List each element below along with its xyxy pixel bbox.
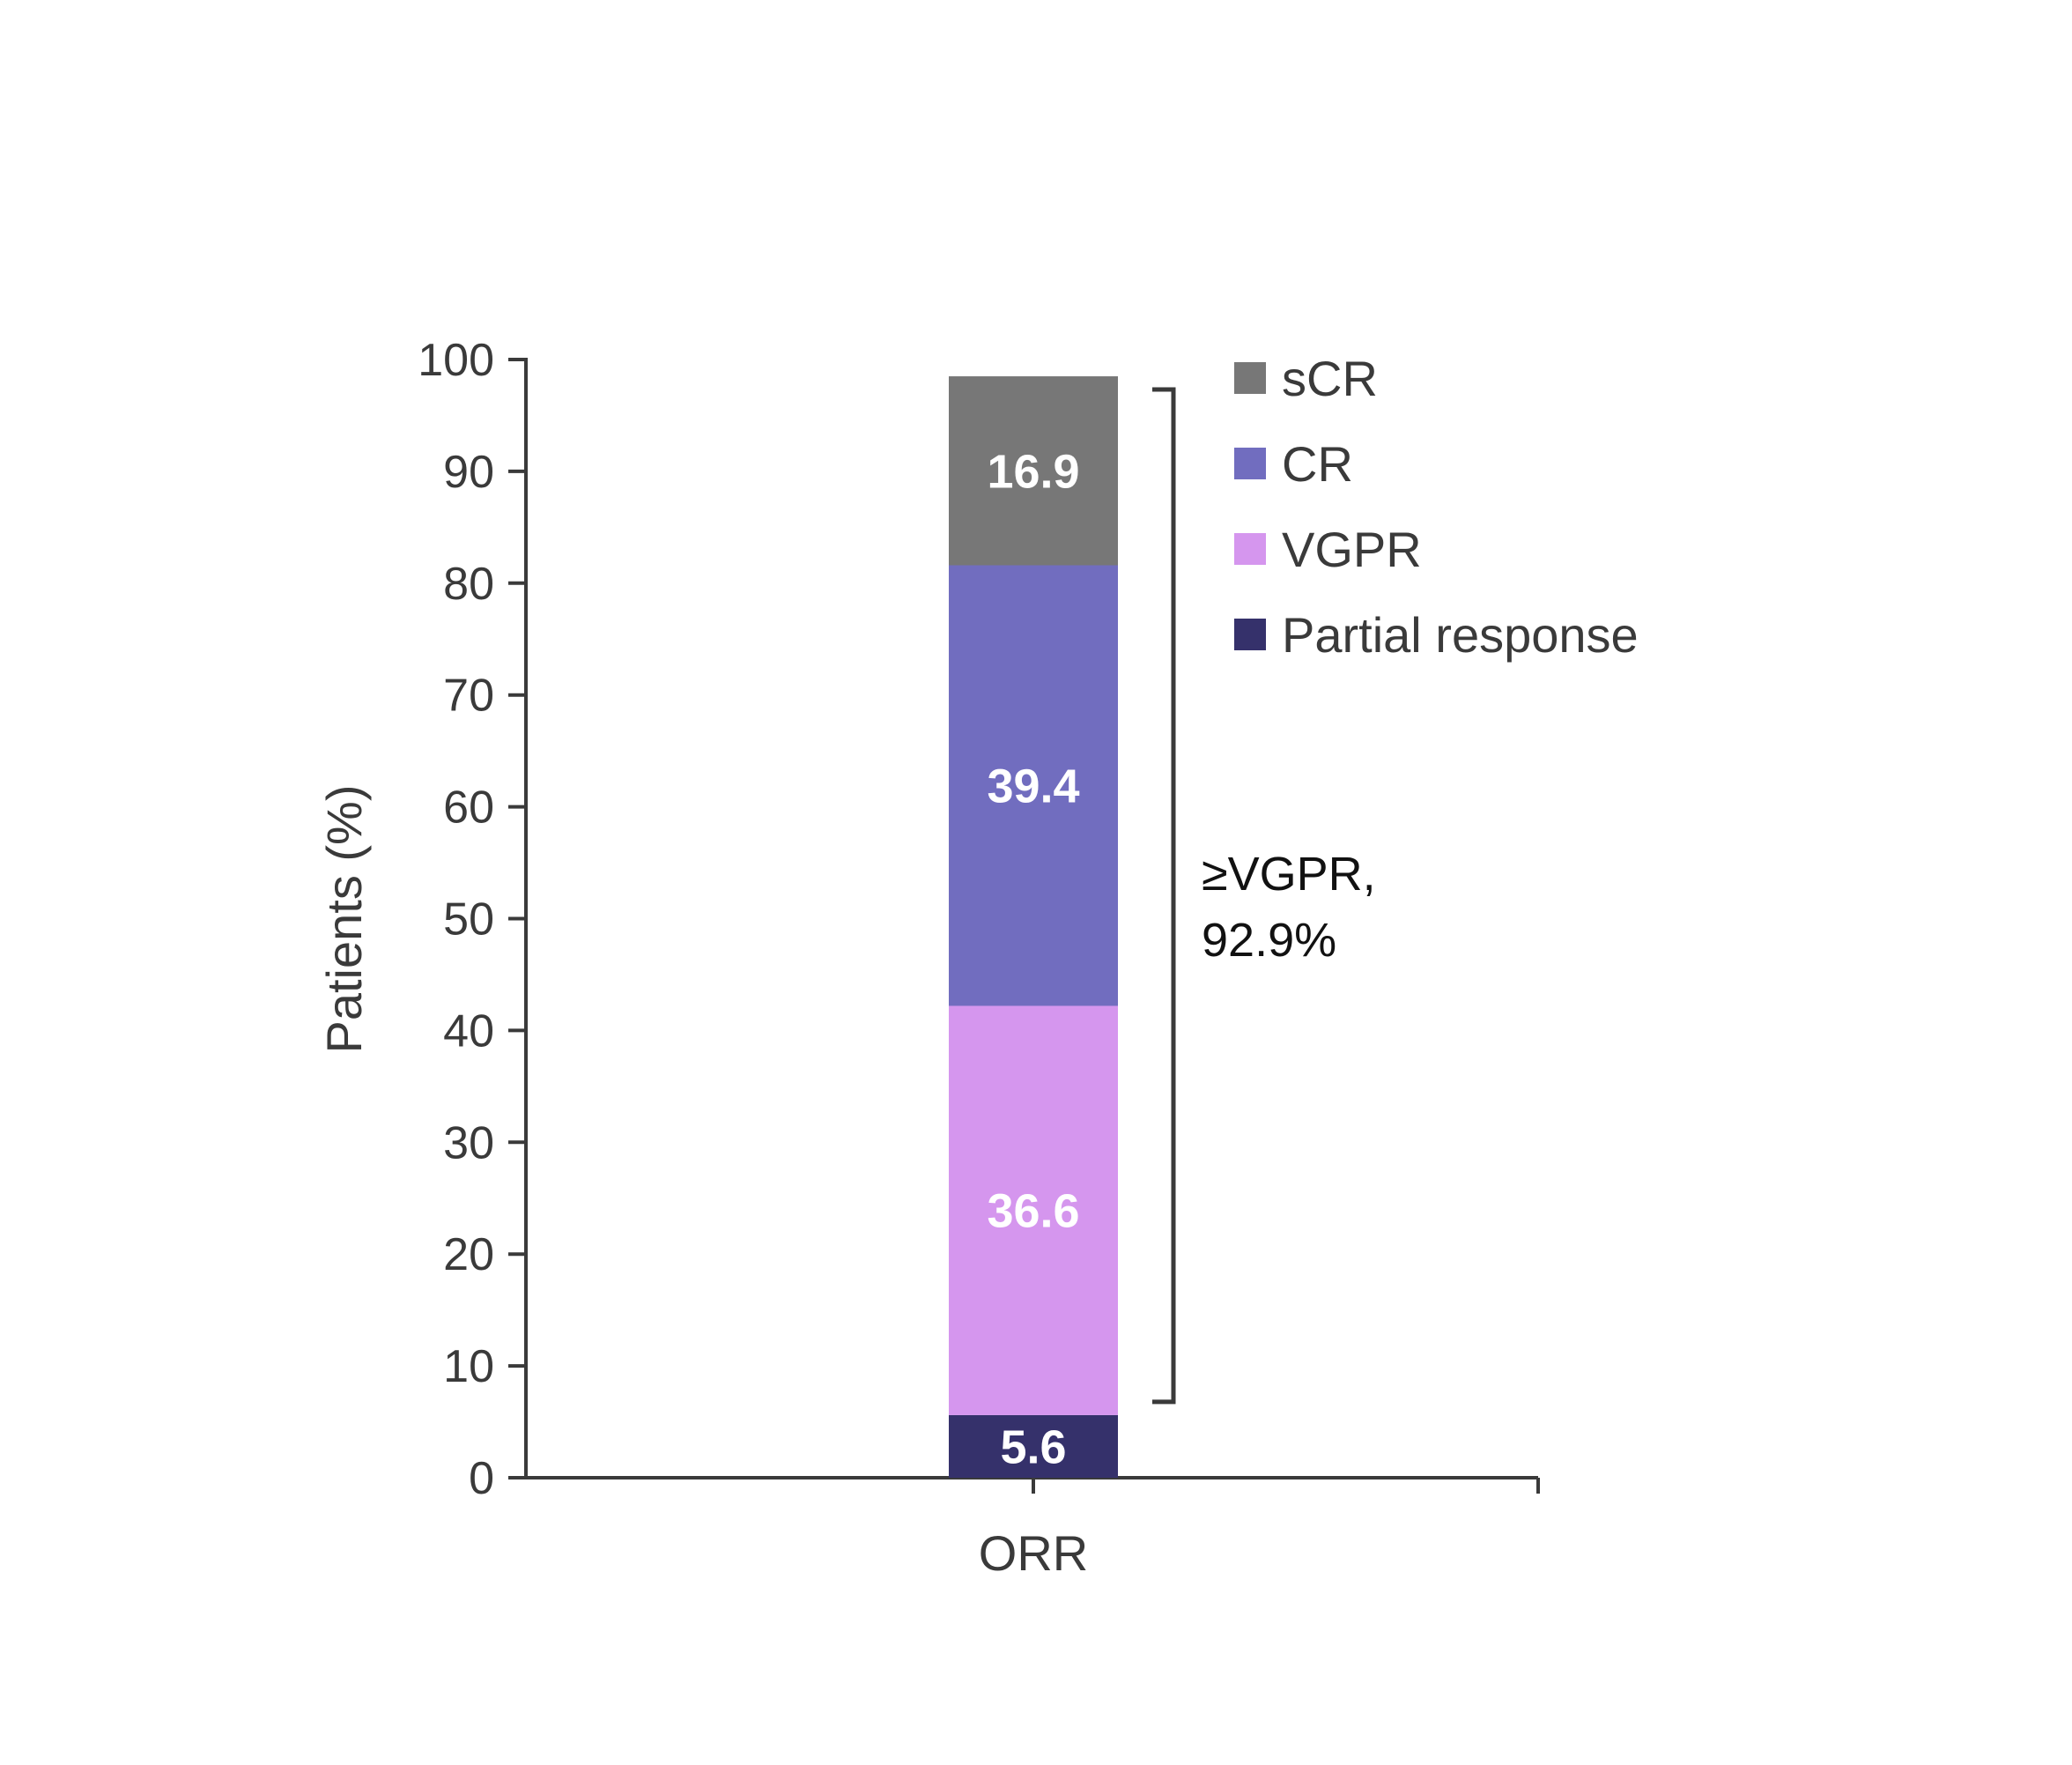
data-label: 5.6 [1000, 1420, 1066, 1473]
data-label: 39.4 [987, 760, 1079, 812]
x-tick-label: ORR [979, 1525, 1088, 1581]
y-tick-label: 10 [443, 1341, 494, 1392]
bar-segment-partial-response [949, 1414, 1118, 1478]
y-tick-label: 90 [443, 447, 494, 498]
data-label: 16.9 [987, 445, 1079, 498]
y-tick-label: 20 [443, 1229, 494, 1280]
y-axis-ticks: 0 10 20 30 40 50 60 70 80 90 100 [418, 335, 526, 1504]
legend-label: CR [1282, 436, 1353, 492]
y-tick-label: 50 [443, 894, 494, 946]
data-label: 36.6 [987, 1185, 1079, 1238]
legend-swatch [1234, 533, 1266, 565]
legend-label: Partial response [1282, 607, 1639, 663]
y-tick-label: 100 [418, 335, 494, 386]
legend-swatch [1234, 362, 1266, 394]
y-tick-label: 40 [443, 1005, 494, 1057]
legend-swatch [1234, 619, 1266, 650]
legend-label: VGPR [1282, 522, 1422, 577]
y-axis-label: Patients (%) [316, 785, 372, 1054]
y-tick-label: 0 [469, 1453, 494, 1504]
bar-stack: 5.6 36.6 39.4 16.9 [949, 376, 1118, 1478]
legend-swatch [1234, 448, 1266, 479]
y-tick-label: 30 [443, 1117, 494, 1168]
annotation-line1: ≥VGPR, [1202, 848, 1376, 901]
annotation-line2: 92.9% [1202, 914, 1336, 967]
y-tick-label: 60 [443, 782, 494, 834]
y-tick-label: 80 [443, 559, 494, 610]
bar-segment-scr [949, 376, 1118, 566]
bar-segment-vgpr [949, 1005, 1118, 1415]
legend: sCR CR VGPR Partial response [1234, 351, 1639, 663]
legend-label: sCR [1282, 351, 1378, 406]
y-tick-label: 70 [443, 671, 494, 722]
bar-segment-cr [949, 565, 1118, 1006]
vgpr-bracket [1152, 387, 1176, 1405]
